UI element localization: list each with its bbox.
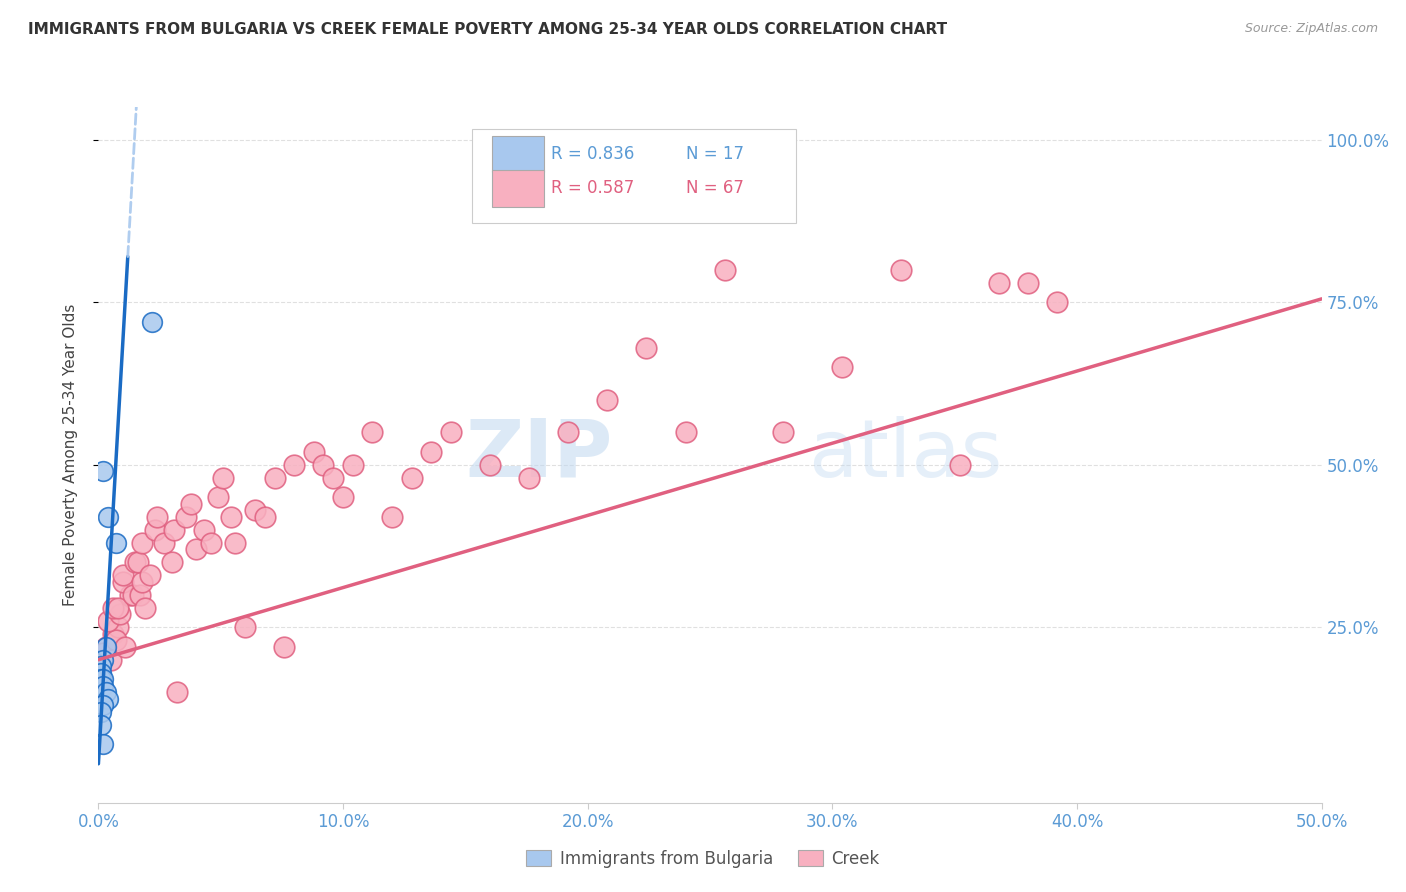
Point bbox=[675, 425, 697, 439]
Point bbox=[1046, 295, 1069, 310]
Point bbox=[420, 444, 443, 458]
Point bbox=[107, 620, 129, 634]
Point bbox=[97, 691, 120, 706]
Point bbox=[163, 523, 186, 537]
Point bbox=[312, 458, 335, 472]
Point bbox=[772, 425, 794, 439]
FancyBboxPatch shape bbox=[492, 170, 544, 207]
Point bbox=[987, 276, 1010, 290]
Point bbox=[90, 672, 112, 686]
Point bbox=[90, 705, 112, 719]
Point bbox=[890, 262, 912, 277]
Point bbox=[100, 653, 122, 667]
Point bbox=[478, 458, 501, 472]
Point bbox=[107, 600, 129, 615]
Point bbox=[186, 542, 208, 557]
Text: R = 0.587: R = 0.587 bbox=[551, 179, 634, 197]
Point bbox=[97, 614, 120, 628]
Point bbox=[233, 620, 256, 634]
Point bbox=[90, 659, 112, 673]
Point bbox=[91, 737, 114, 751]
Point bbox=[127, 555, 149, 569]
Text: Source: ZipAtlas.com: Source: ZipAtlas.com bbox=[1244, 22, 1378, 36]
Point bbox=[517, 471, 540, 485]
Point bbox=[91, 653, 114, 667]
Text: N = 17: N = 17 bbox=[686, 145, 744, 162]
Point bbox=[121, 588, 143, 602]
Point bbox=[322, 471, 344, 485]
Point bbox=[193, 523, 215, 537]
Text: IMMIGRANTS FROM BULGARIA VS CREEK FEMALE POVERTY AMONG 25-34 YEAR OLDS CORRELATI: IMMIGRANTS FROM BULGARIA VS CREEK FEMALE… bbox=[28, 22, 948, 37]
Point bbox=[273, 640, 295, 654]
Point bbox=[91, 646, 114, 660]
Point bbox=[219, 509, 242, 524]
Point bbox=[342, 458, 364, 472]
Point bbox=[90, 665, 112, 680]
Point bbox=[91, 672, 114, 686]
Point bbox=[153, 535, 176, 549]
Point bbox=[131, 535, 153, 549]
Point bbox=[101, 600, 124, 615]
Point bbox=[224, 535, 246, 549]
Point bbox=[110, 607, 132, 622]
Point bbox=[129, 588, 152, 602]
Point bbox=[141, 315, 163, 329]
Y-axis label: Female Poverty Among 25-34 Year Olds: Female Poverty Among 25-34 Year Olds bbox=[63, 304, 77, 606]
Text: N = 67: N = 67 bbox=[686, 179, 744, 197]
Point bbox=[176, 509, 198, 524]
Point bbox=[139, 568, 162, 582]
Point bbox=[111, 574, 134, 589]
Point bbox=[253, 509, 276, 524]
Point bbox=[146, 509, 169, 524]
Point bbox=[104, 633, 127, 648]
Point bbox=[90, 718, 112, 732]
Text: R = 0.836: R = 0.836 bbox=[551, 145, 634, 162]
Point bbox=[143, 523, 166, 537]
Point bbox=[361, 425, 384, 439]
Point bbox=[596, 392, 619, 407]
Point bbox=[120, 588, 142, 602]
FancyBboxPatch shape bbox=[471, 129, 796, 223]
Point bbox=[243, 503, 266, 517]
Point bbox=[401, 471, 423, 485]
Point bbox=[97, 509, 120, 524]
Point bbox=[91, 679, 114, 693]
Point bbox=[332, 490, 354, 504]
Point bbox=[94, 640, 117, 654]
Point bbox=[713, 262, 735, 277]
Text: atlas: atlas bbox=[808, 416, 1002, 494]
Point bbox=[94, 685, 117, 699]
Point bbox=[134, 600, 156, 615]
Point bbox=[124, 555, 146, 569]
Point bbox=[263, 471, 285, 485]
Text: ZIP: ZIP bbox=[465, 416, 612, 494]
Point bbox=[111, 568, 134, 582]
Point bbox=[91, 464, 114, 478]
Point bbox=[212, 471, 235, 485]
Point bbox=[283, 458, 305, 472]
Point bbox=[207, 490, 229, 504]
Point bbox=[557, 425, 579, 439]
Point bbox=[94, 640, 117, 654]
Point bbox=[131, 574, 153, 589]
Point bbox=[200, 535, 222, 549]
Point bbox=[101, 626, 124, 640]
Point bbox=[831, 360, 853, 375]
Legend: Immigrants from Bulgaria, Creek: Immigrants from Bulgaria, Creek bbox=[520, 844, 886, 875]
Point bbox=[381, 509, 404, 524]
Point bbox=[440, 425, 463, 439]
Point bbox=[160, 555, 183, 569]
Point bbox=[1017, 276, 1039, 290]
Point bbox=[104, 535, 127, 549]
Point bbox=[302, 444, 325, 458]
Point bbox=[948, 458, 970, 472]
Point bbox=[636, 341, 658, 355]
FancyBboxPatch shape bbox=[492, 136, 544, 172]
Point bbox=[180, 497, 202, 511]
Point bbox=[91, 698, 114, 713]
Point bbox=[114, 640, 136, 654]
Point bbox=[166, 685, 188, 699]
